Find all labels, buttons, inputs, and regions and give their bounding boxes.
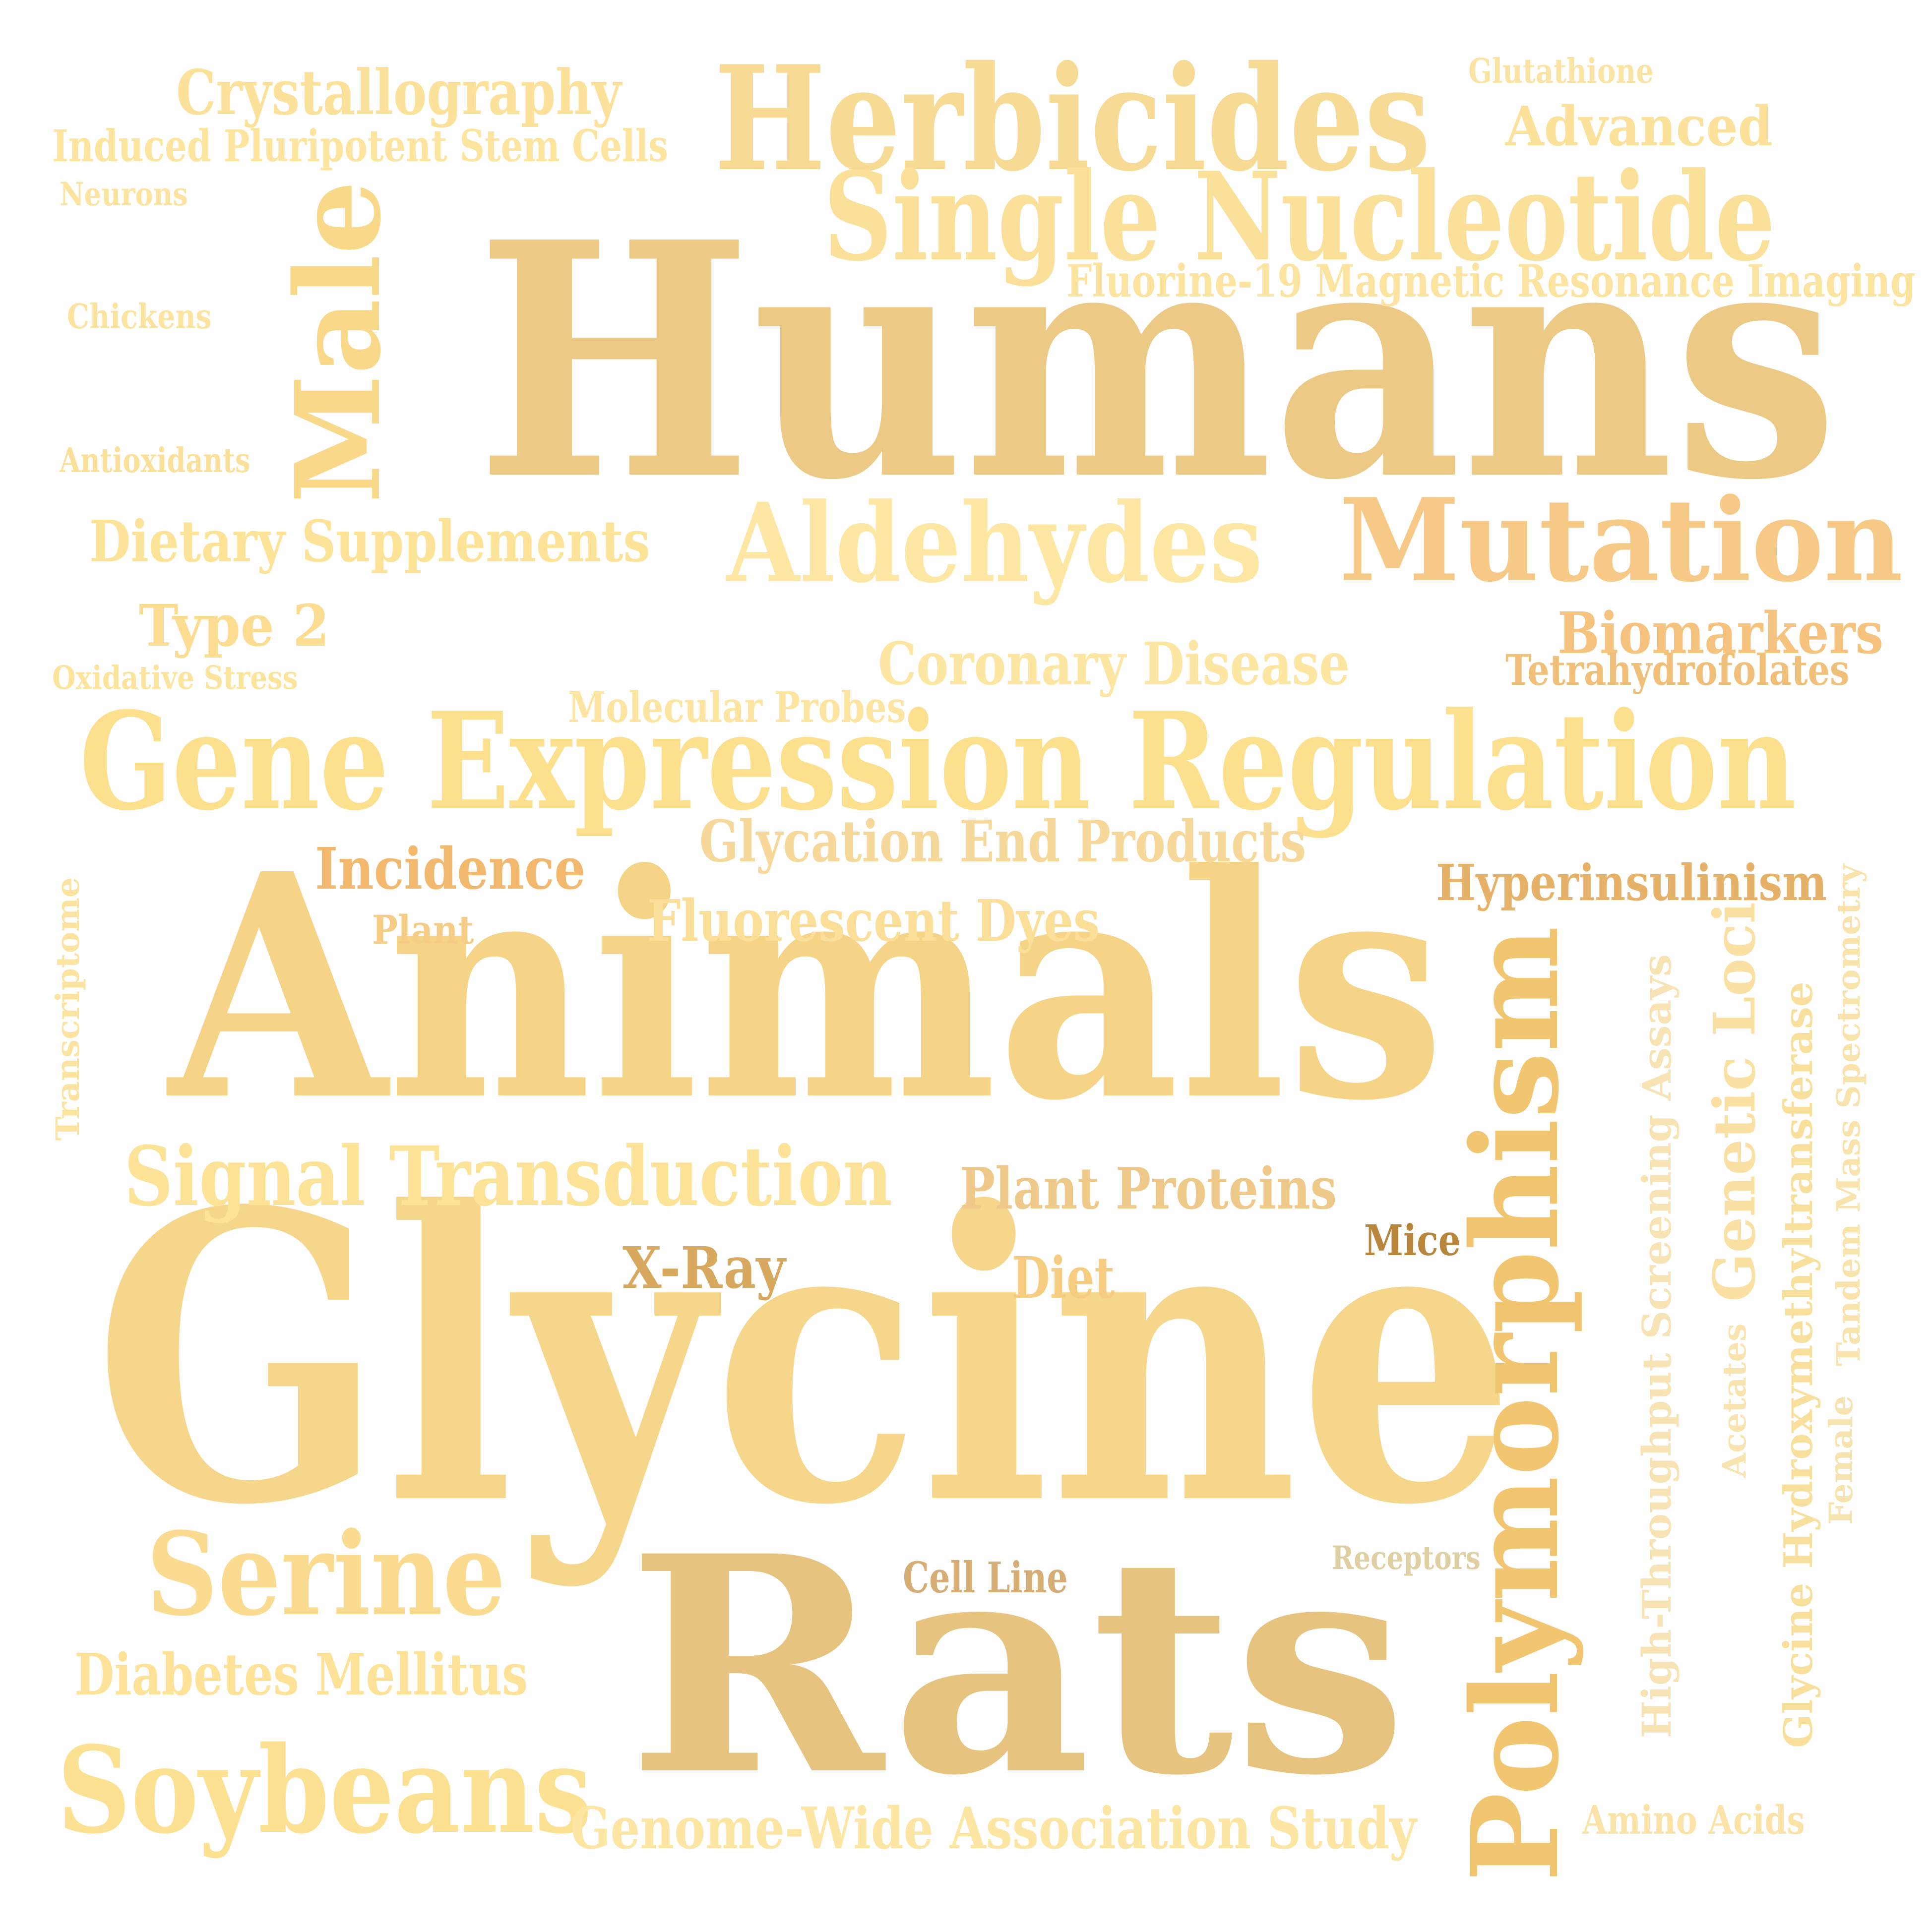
word-high-throughput-screening-assays: High-Throughput Screening Assays bbox=[1633, 954, 1680, 1738]
word-biomarkers: Biomarkers bbox=[1558, 600, 1883, 667]
word-fluorescent-dyes: Fluorescent Dyes bbox=[647, 888, 1100, 955]
word-type-2: Type 2 bbox=[139, 593, 330, 660]
word-male: Male bbox=[270, 180, 407, 503]
word-coronary-disease: Coronary Disease bbox=[878, 629, 1350, 698]
word-rats: Rats bbox=[627, 1491, 1408, 1841]
word-acetates: Acetates bbox=[1716, 1323, 1753, 1478]
word-mutation: Mutation bbox=[1339, 474, 1903, 607]
word-x-ray: X-Ray bbox=[623, 1235, 786, 1302]
word-aldehydes: Aldehydes bbox=[727, 479, 1263, 607]
word-crystallography: Crystallography bbox=[176, 57, 622, 129]
word-fluorine-19-mri: Fluorine-19 Magnetic Resonance Imaging bbox=[1066, 255, 1916, 307]
word-herbicides: Herbicides bbox=[714, 35, 1431, 203]
word-neurons: Neurons bbox=[60, 176, 188, 213]
word-incidence: Incidence bbox=[315, 836, 586, 903]
word-female: Female bbox=[1822, 1395, 1860, 1525]
word-gene-expression-regulation: Gene Expression Regulation bbox=[79, 682, 1797, 840]
word-polymorphism: Polymorphism bbox=[1445, 926, 1585, 1882]
word-glycation-end-products: Glycation End Products bbox=[699, 808, 1307, 875]
word-oxidative-stress: Oxidative Stress bbox=[52, 659, 298, 697]
word-amino-acids: Amino Acids bbox=[1582, 1797, 1805, 1843]
word-plant: Plant bbox=[372, 906, 474, 953]
word-plant-proteins: Plant Proteins bbox=[960, 1155, 1337, 1222]
word-glycine: Glycine bbox=[93, 1126, 1515, 1592]
word-antioxidants: Antioxidants bbox=[60, 441, 250, 481]
word-mice: Mice bbox=[1364, 1216, 1461, 1266]
word-single-nucleotide: Single Nucleotide bbox=[823, 145, 1775, 288]
word-diabetes-mellitus: Diabetes Mellitus bbox=[74, 1641, 528, 1708]
word-humans: Humans bbox=[476, 173, 1838, 551]
word-tetrahydrofolates: Tetrahydrofolates bbox=[1505, 646, 1850, 695]
word-cell-line: Cell Line bbox=[903, 1553, 1068, 1603]
word-diet: Diet bbox=[1012, 1245, 1115, 1312]
word-glutathione: Glutathione bbox=[1468, 52, 1654, 91]
word-induced-pluripotent-stem-cells: Induced Pluripotent Stem Cells bbox=[52, 120, 668, 172]
word-molecular-probes: Molecular Probes bbox=[568, 683, 906, 732]
word-soybeans: Soybeans bbox=[57, 1720, 592, 1860]
word-genome-wide-association-study: Genome-Wide Association Study bbox=[570, 1795, 1417, 1862]
word-hyperinsulinism: Hyperinsulinism bbox=[1436, 853, 1827, 912]
word-animals: Animals bbox=[169, 807, 1445, 1168]
word-transcriptome: Transcriptome bbox=[49, 877, 87, 1141]
word-receptors: Receptors bbox=[1332, 1539, 1481, 1577]
word-advanced: Advanced bbox=[1505, 94, 1773, 158]
word-dietary-supplements: Dietary Supplements bbox=[89, 508, 650, 575]
word-tandem-mass-spectrometry: Tandem Mass Spectrometry bbox=[1830, 864, 1868, 1366]
word-serine: Serine bbox=[146, 1508, 506, 1641]
word-chickens: Chickens bbox=[67, 297, 212, 337]
word-signal-transduction: Signal Transduction bbox=[124, 1128, 893, 1224]
word-glycine-hydroxymethyltransferase: Glycine Hydroxymethyltransferase bbox=[1775, 981, 1821, 1748]
word-genetic-loci: Genetic Loci bbox=[1701, 902, 1768, 1302]
